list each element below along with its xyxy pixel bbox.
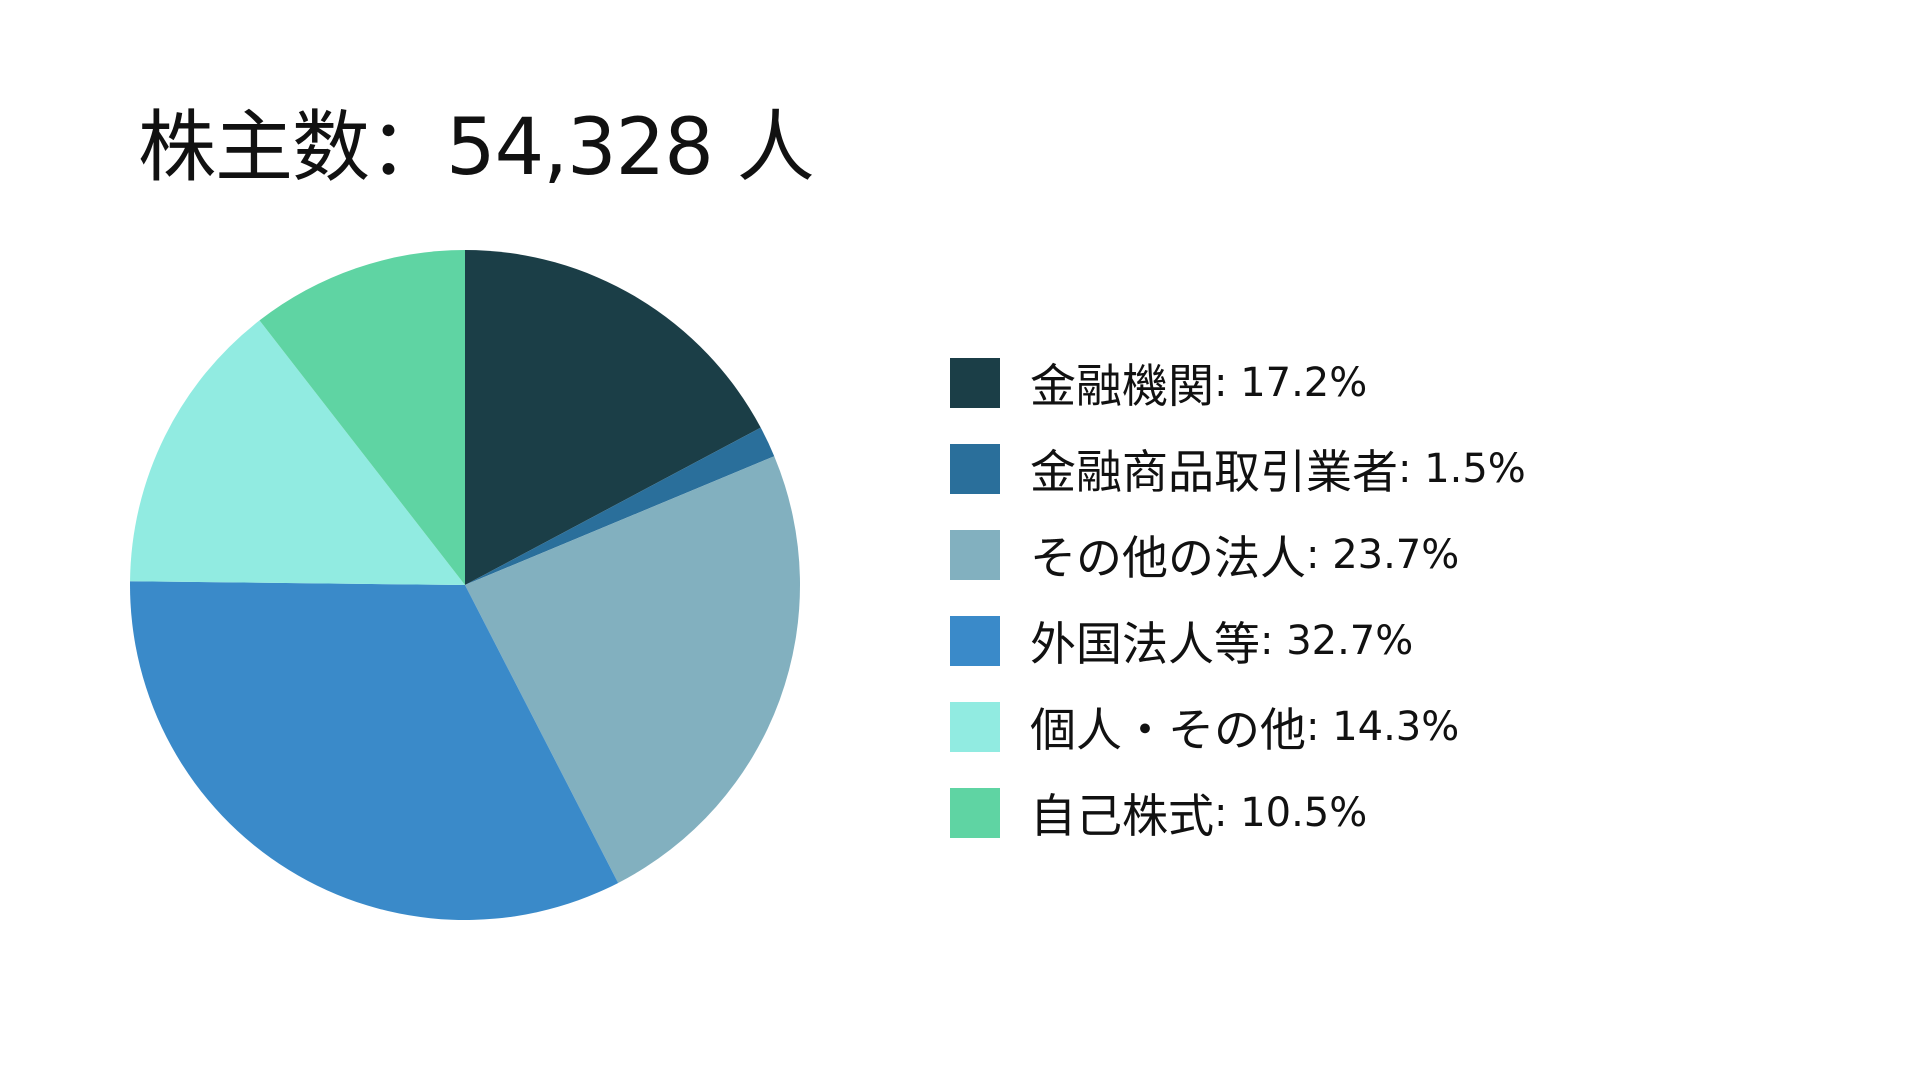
legend-item-1: 金融商品取引業者 : 1.5% (950, 426, 1850, 512)
legend-swatch (950, 788, 1000, 838)
legend-label: その他の法人 (1030, 531, 1306, 585)
legend-label: 外国法人等 (1030, 617, 1260, 671)
legend-value: : 1.5% (1398, 446, 1526, 492)
legend-item-0: 金融機関 : 17.2% (950, 340, 1850, 426)
legend-swatch (950, 358, 1000, 408)
legend-value: : 10.5% (1214, 790, 1368, 836)
legend-swatch (950, 444, 1000, 494)
legend-label: 自己株式 (1030, 789, 1214, 843)
pie-slice-1 (465, 427, 775, 585)
legend: 金融機関 : 17.2% 金融商品取引業者 : 1.5% その他の法人 : 23.7… (950, 340, 1850, 856)
pie-slice-2 (465, 456, 801, 883)
legend-item-5: 自己株式 : 10.5% (950, 770, 1850, 856)
legend-label: 金融商品取引業者 (1030, 445, 1398, 499)
legend-value: : 17.2% (1214, 360, 1368, 406)
legend-value: : 32.7% (1260, 618, 1414, 664)
chart-title: 株主数：54,328 人 (138, 103, 815, 193)
pie-slice-3 (129, 581, 619, 921)
legend-swatch (950, 616, 1000, 666)
legend-label: 金融機関 (1030, 359, 1214, 413)
pie-slice-0 (465, 250, 761, 585)
pie-slice-5 (259, 250, 465, 585)
pie-slice-4 (130, 320, 465, 585)
pie-chart (129, 250, 801, 921)
legend-label: 個人・その他 (1030, 703, 1306, 757)
legend-item-3: 外国法人等 : 32.7% (950, 598, 1850, 684)
legend-item-2: その他の法人 : 23.7% (950, 512, 1850, 598)
legend-item-4: 個人・その他 : 14.3% (950, 684, 1850, 770)
legend-value: : 14.3% (1306, 704, 1460, 750)
legend-swatch (950, 702, 1000, 752)
legend-swatch (950, 530, 1000, 580)
legend-value: : 23.7% (1306, 532, 1460, 578)
